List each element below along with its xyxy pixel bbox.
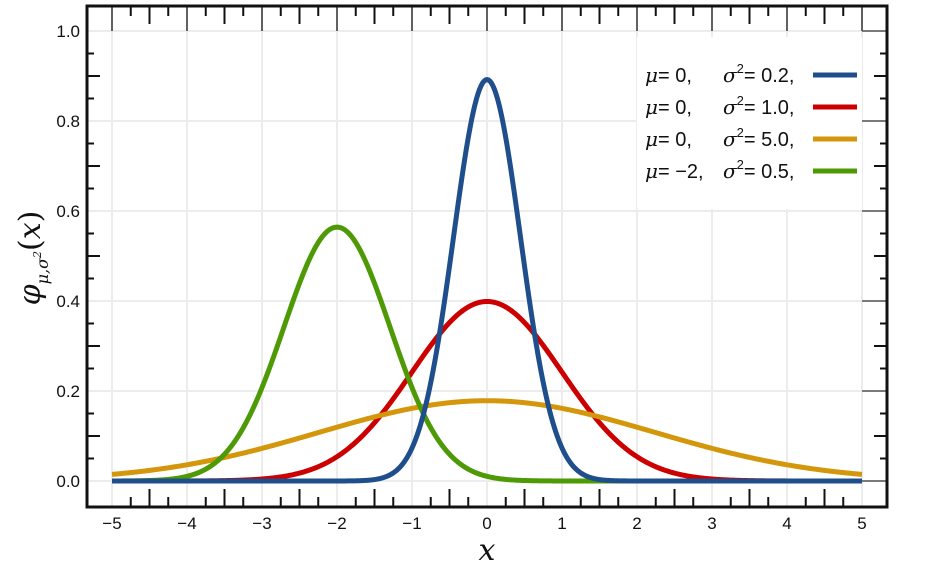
legend-entry-label: μ= −2,	[645, 159, 704, 183]
x-tick-label: −1	[402, 514, 421, 533]
curve-series-2	[111, 398, 863, 477]
curves	[111, 77, 863, 484]
x-tick-label: 0	[482, 514, 491, 533]
x-tick-label: 3	[707, 514, 716, 533]
legend-entry-variance: σ2= 1.0,	[723, 93, 795, 119]
legend-entry-label: μ= 0,	[645, 127, 692, 151]
y-tick-label: 0.8	[56, 112, 80, 131]
plot-frame	[85, 4, 889, 509]
x-tick-label: 1	[557, 514, 566, 533]
y-tick-label: 0.6	[56, 202, 80, 221]
x-tick-label: 5	[857, 514, 866, 533]
x-axis-title: x	[479, 533, 496, 568]
tick-labels: −5 −4 −3 −2 −1 0 1 2 3 4 5 0.0 0.2 0.4 0.6 0.8 1.0	[56, 22, 866, 533]
x-tick-label: −5	[102, 514, 121, 533]
legend-entry-label: μ= 0,	[645, 63, 692, 87]
x-tick-label: 2	[632, 514, 641, 533]
y-tick-label: 0.2	[56, 382, 80, 401]
legend-entry-variance: σ2= 5.0,	[723, 125, 795, 151]
legend-entry-variance: σ2= 0.5,	[723, 157, 795, 183]
legend: μ= 0, σ2= 0.2, μ= 0, σ2= 1.0, μ= 0, σ2= 5.0, μ…	[637, 37, 862, 209]
x-tick-label: −3	[252, 514, 271, 533]
y-axis-title: φμ,σ2(x)	[13, 211, 52, 306]
y-tick-label: 1.0	[56, 22, 80, 41]
x-tick-label: −2	[327, 514, 346, 533]
legend-box	[637, 37, 862, 209]
x-tick-label: −4	[177, 514, 196, 533]
svg-text:φμ,σ2(x): φμ,σ2(x)	[13, 211, 52, 306]
y-tick-label: 0.0	[56, 472, 80, 491]
legend-entry-variance: σ2= 0.2,	[723, 61, 795, 87]
y-tick-label: 0.4	[56, 292, 80, 311]
x-tick-label: 4	[782, 514, 791, 533]
curve-series-0	[111, 77, 863, 484]
legend-entry-label: μ= 0,	[645, 95, 692, 119]
